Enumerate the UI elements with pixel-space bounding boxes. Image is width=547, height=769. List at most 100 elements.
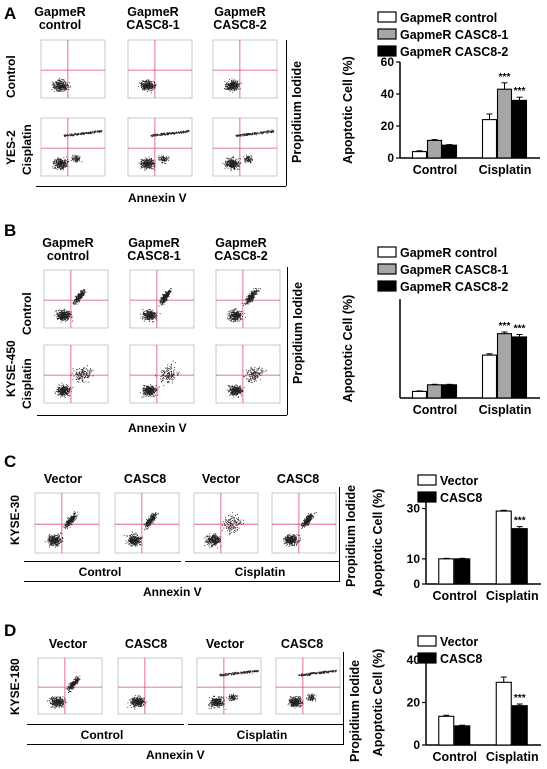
column-header: GapmeR CASC8-2 [214,236,268,263]
plot-frame [275,657,341,715]
event-dots [287,669,337,709]
bar [441,384,458,399]
column-header: GapmeR control [42,236,94,263]
propidium-iodide-label: Propidium Iodide [290,60,304,163]
pi-axis-line [339,487,340,581]
event-dots [52,130,103,171]
y-tick-label: 10 [407,552,421,566]
event-dots [127,695,148,710]
plot-frame [40,39,106,99]
significance-label: *** [514,516,526,527]
bar-chart-d: Vector CASC8 0 20 40 Apoptotic Cell (%) Contro… [371,635,541,764]
bar [411,151,428,159]
flow-dotplot [43,269,109,329]
legend-swatch [417,474,437,486]
legend-swatch [377,263,397,275]
flow-plot [205,36,281,106]
cisplatin-group-line [185,561,340,562]
flow-dotplot [40,39,106,99]
legend-label: Vector [440,635,478,649]
significance-label: *** [514,693,526,704]
significance-label: *** [499,72,511,83]
bar [496,88,513,159]
row-label-control: Control [4,55,18,98]
flow-dotplot [212,117,278,177]
column-header: CASC8 [276,472,320,486]
bar [481,354,498,399]
significance-label: *** [514,86,526,97]
plot-frame [129,344,195,404]
flow-dotplot [271,492,337,554]
flow-plot [264,489,340,561]
propidium-iodide-label: Propidium Iodide [291,281,305,384]
bar [511,336,528,399]
bar [426,384,443,399]
y-tick-label: 0 [413,738,420,752]
annexin-axis-line [27,744,344,745]
plot-frame [127,39,193,99]
bar [511,99,528,159]
flow-dotplot [275,657,341,715]
control-group-line [27,724,184,725]
event-dots [226,366,267,398]
event-dots [222,129,275,171]
plot-frame [127,117,193,177]
flow-plot [107,489,183,561]
flow-plot [30,654,106,722]
bar [511,705,528,746]
legend-swatch [377,45,397,57]
panel-letter: C [4,452,17,471]
flow-plot [33,114,109,184]
flow-plot [27,489,103,561]
y-tick-label: 20 [407,696,421,710]
y-tick-label: 40 [407,653,421,667]
panel-letter: B [4,221,17,240]
cell-line-label: YES-2 [4,130,18,165]
annexin-axis-line [24,581,340,582]
legend-label: GapmeR CASC8-2 [400,280,508,294]
legend-swatch [417,491,437,503]
cisplatin-group-line [188,724,344,725]
pi-axis-line [286,40,287,186]
y-axis-title: Apoptotic Cell (%) [371,489,385,597]
event-dots [140,288,172,323]
legend-label: GapmeR CASC8-2 [400,45,508,59]
bar [481,119,498,159]
propidium-iodide-label: Propidium Iodide [344,484,358,587]
legend-swatch [377,28,397,40]
column-header: GapmeR CASC8-1 [127,236,181,263]
legend-label: CASC8 [440,652,482,666]
x-tick-label: Cisplatin [486,589,539,603]
event-dots [51,77,71,93]
legend-swatch [377,11,397,23]
y-tick-label: 30 [407,502,421,516]
bar [438,715,455,746]
x-tick-label: Control [433,589,477,603]
flow-plot [268,654,344,722]
y-axis-title: Apoptotic Cell (%) [341,56,355,164]
flow-plot [36,341,112,411]
bar [511,528,528,585]
legend-label: CASC8 [440,491,482,505]
row-label-cisplatin: Cisplatin [20,358,34,409]
plot-frame [117,657,183,715]
column-header: GapmeR control [34,5,86,32]
bar [454,725,471,746]
plot-frame [193,492,259,554]
group-label-control: Control [78,565,122,579]
x-tick-label: Cisplatin [479,403,532,417]
flow-dotplot [34,492,100,554]
flow-plot [208,266,284,336]
legend-label: GapmeR CASC8-1 [400,263,508,277]
flow-dotplot [37,657,103,715]
flow-dotplot [117,657,183,715]
flow-dotplot [127,39,193,99]
bar [441,144,458,159]
flow-plot [110,654,186,722]
flow-dotplot [43,344,109,404]
bar-chart-a: GapmeR control GapmeR CASC8-1 GapmeR CASC8… [341,11,540,177]
flow-dotplot [129,344,195,404]
y-tick-label: 60 [381,55,395,69]
flow-dotplot [114,492,180,554]
panel-letter: D [4,621,17,640]
